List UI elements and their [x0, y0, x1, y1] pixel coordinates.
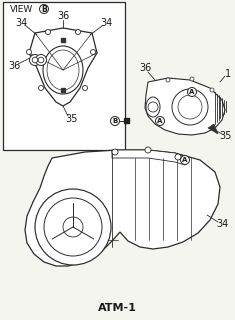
Polygon shape	[208, 124, 218, 134]
Text: A: A	[189, 89, 195, 95]
Circle shape	[27, 50, 31, 54]
Circle shape	[156, 116, 164, 125]
Circle shape	[180, 156, 189, 164]
Text: 34: 34	[216, 219, 228, 229]
Polygon shape	[29, 28, 97, 106]
Circle shape	[39, 85, 43, 91]
Circle shape	[110, 116, 120, 125]
Circle shape	[210, 88, 214, 92]
Text: 34: 34	[15, 18, 27, 28]
Text: B: B	[41, 4, 47, 13]
Text: 35: 35	[65, 114, 77, 124]
Circle shape	[90, 50, 95, 54]
Text: 36: 36	[8, 61, 20, 71]
Circle shape	[145, 147, 151, 153]
Circle shape	[188, 87, 196, 97]
Circle shape	[190, 77, 194, 81]
Text: 1: 1	[225, 69, 231, 79]
Text: 35: 35	[220, 131, 232, 141]
Ellipse shape	[43, 46, 83, 94]
Text: 34: 34	[100, 18, 112, 28]
Text: VIEW: VIEW	[10, 4, 33, 13]
Text: A: A	[182, 157, 188, 163]
Bar	[124, 118, 129, 123]
Circle shape	[175, 154, 181, 160]
Circle shape	[166, 78, 170, 82]
Circle shape	[46, 29, 51, 35]
Text: 36: 36	[139, 63, 151, 73]
Circle shape	[82, 85, 87, 91]
Circle shape	[30, 54, 40, 66]
Polygon shape	[25, 150, 220, 266]
Circle shape	[112, 149, 118, 155]
Circle shape	[39, 4, 48, 13]
Text: B: B	[112, 118, 118, 124]
Circle shape	[38, 57, 44, 63]
Ellipse shape	[146, 97, 160, 117]
Circle shape	[35, 54, 47, 66]
Bar	[3, 2, 125, 150]
Circle shape	[35, 189, 111, 265]
Bar	[61, 88, 65, 92]
Text: ATM-1: ATM-1	[98, 303, 137, 313]
Text: A: A	[157, 118, 163, 124]
Bar	[61, 38, 65, 42]
Text: 36: 36	[57, 11, 69, 21]
Polygon shape	[145, 78, 225, 135]
Circle shape	[32, 57, 38, 63]
Circle shape	[75, 29, 81, 35]
Polygon shape	[112, 150, 185, 165]
